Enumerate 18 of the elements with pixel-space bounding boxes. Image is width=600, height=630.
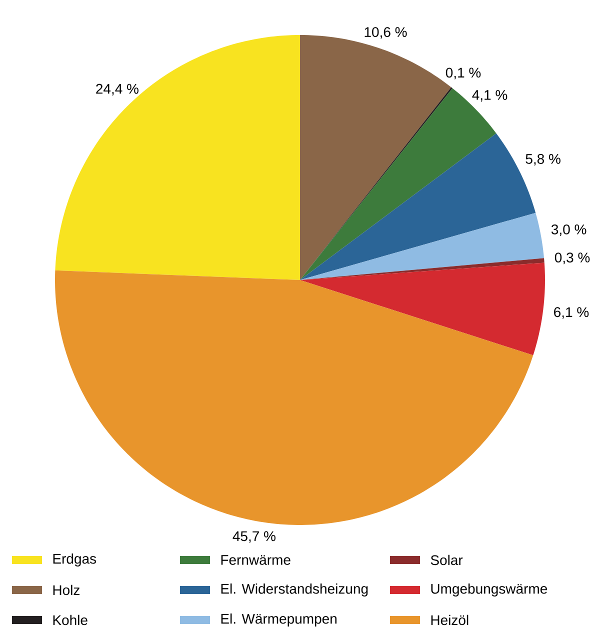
- legend-label: Heizöl: [431, 614, 468, 626]
- data-label: 5,8 %: [526, 154, 560, 166]
- data-label: 45,7 %: [232, 531, 276, 543]
- legend-label: Solar: [430, 554, 463, 566]
- legend-label: El. Widerstandsheizung: [221, 583, 368, 597]
- data-label: 4,1 %: [472, 90, 508, 102]
- legend-label: Holz: [53, 584, 80, 596]
- data-label: 0,3 %: [554, 252, 590, 264]
- legend-label: Fernwärme: [221, 555, 290, 565]
- legend-label: Umgebungswärme: [431, 583, 548, 597]
- data-label: 6,1 %: [554, 307, 589, 319]
- data-label: 10,6 %: [364, 27, 407, 39]
- legend-label: El. Wärmepumpen: [221, 613, 336, 627]
- legend-label: Erdgas: [53, 553, 96, 567]
- data-label: 0,1 %: [446, 68, 481, 80]
- legend-label: Kohle: [53, 614, 88, 626]
- data-label: 24,4 %: [96, 84, 138, 96]
- data-label: 3,0 %: [551, 224, 586, 236]
